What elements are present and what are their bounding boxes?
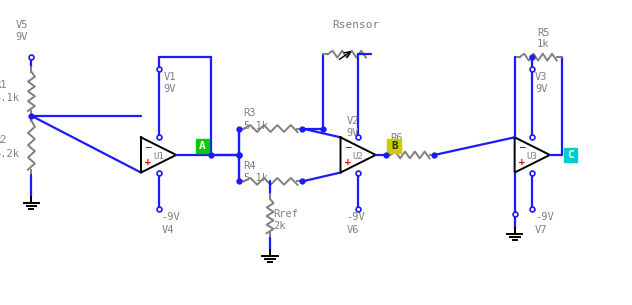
Text: 1k: 1k bbox=[391, 146, 403, 156]
Text: 6.2k: 6.2k bbox=[0, 149, 19, 159]
Text: A: A bbox=[199, 141, 206, 151]
Text: R6: R6 bbox=[391, 133, 403, 143]
Text: U3: U3 bbox=[527, 152, 538, 161]
Text: 1k: 1k bbox=[537, 39, 550, 49]
Text: -9V: -9V bbox=[346, 212, 365, 221]
Bar bbox=[564, 148, 577, 162]
Bar bbox=[196, 139, 209, 153]
Text: V6: V6 bbox=[346, 225, 359, 235]
Bar bbox=[387, 139, 401, 153]
Text: 5.1k: 5.1k bbox=[244, 120, 269, 131]
Text: V2: V2 bbox=[346, 116, 359, 126]
Text: 9V: 9V bbox=[16, 32, 28, 41]
Text: V5: V5 bbox=[16, 20, 28, 30]
Text: −: − bbox=[144, 142, 152, 152]
Text: -9V: -9V bbox=[535, 212, 554, 221]
Text: +: + bbox=[518, 158, 525, 167]
Text: R3: R3 bbox=[244, 108, 256, 118]
Text: U2: U2 bbox=[353, 152, 363, 161]
Text: C: C bbox=[567, 150, 574, 160]
Text: 9V: 9V bbox=[164, 84, 176, 95]
Text: 5.1k: 5.1k bbox=[0, 93, 19, 103]
Text: Rsensor: Rsensor bbox=[332, 20, 380, 30]
Text: +: + bbox=[144, 158, 152, 167]
Text: +: + bbox=[344, 158, 351, 167]
Text: V1: V1 bbox=[164, 72, 176, 82]
Text: U1: U1 bbox=[153, 152, 164, 161]
Text: 5.1k: 5.1k bbox=[244, 174, 269, 183]
Text: −: − bbox=[344, 142, 351, 152]
Text: R4: R4 bbox=[244, 161, 256, 171]
Text: 2k: 2k bbox=[273, 221, 286, 231]
Text: 9V: 9V bbox=[535, 84, 548, 95]
Text: R1: R1 bbox=[0, 80, 7, 90]
Text: V3: V3 bbox=[535, 72, 548, 82]
Text: V4: V4 bbox=[162, 225, 174, 235]
Text: Rref: Rref bbox=[273, 209, 298, 219]
Text: −: − bbox=[518, 142, 525, 152]
Text: B: B bbox=[391, 141, 398, 151]
Text: R5: R5 bbox=[537, 28, 550, 38]
Text: R2: R2 bbox=[0, 135, 7, 145]
Text: -9V: -9V bbox=[162, 212, 180, 221]
Text: 9V: 9V bbox=[346, 128, 359, 138]
Text: V7: V7 bbox=[535, 225, 548, 235]
